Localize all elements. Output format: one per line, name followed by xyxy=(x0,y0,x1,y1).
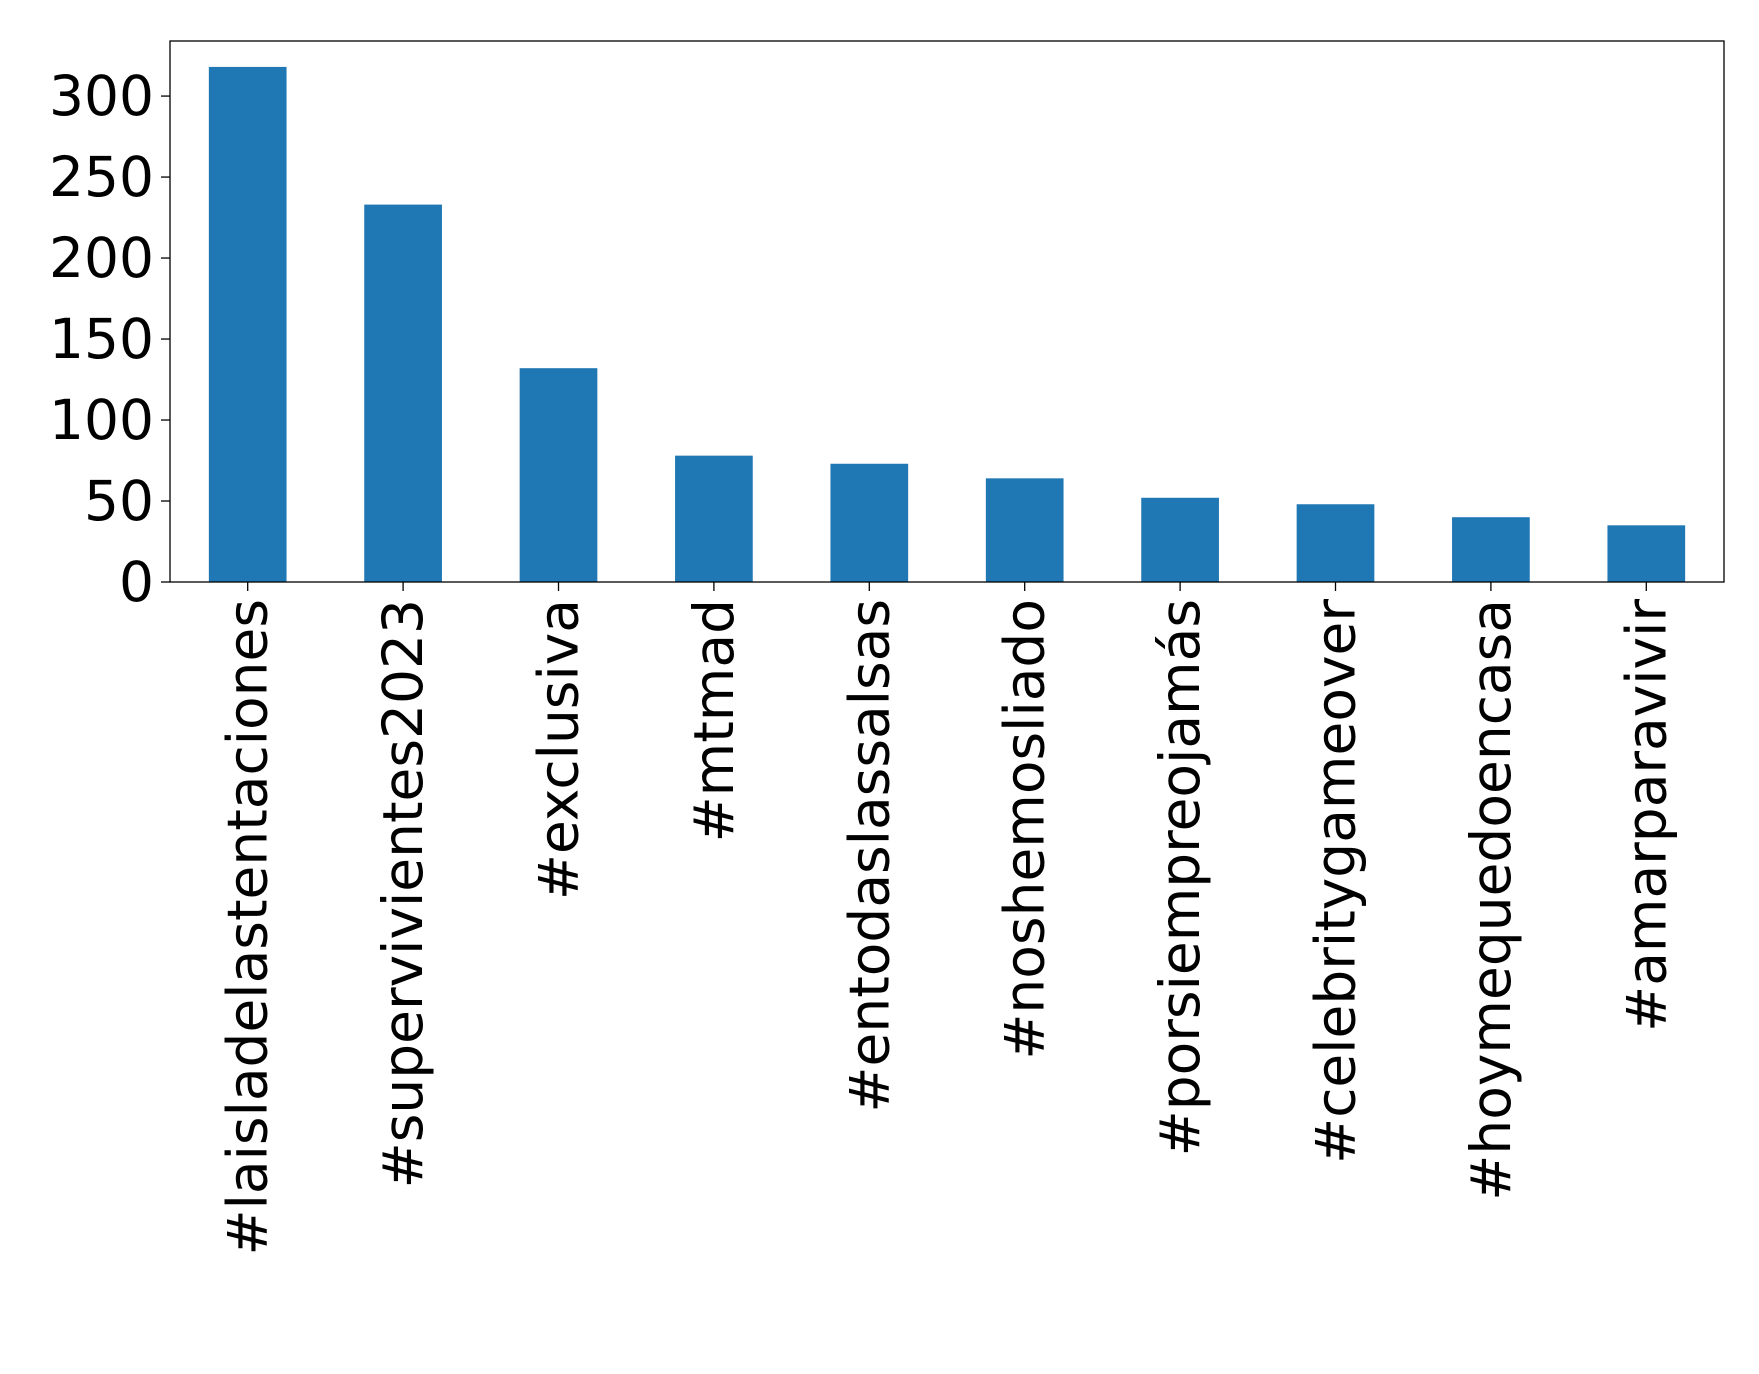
x-tick-label: #amarparavivir xyxy=(1614,599,1678,1032)
x-tick-label: #noshemosliado xyxy=(993,599,1057,1060)
x-tick-label: #laisladelastentaciones xyxy=(216,599,280,1255)
bar-4 xyxy=(675,455,753,582)
bar-8 xyxy=(1296,504,1375,582)
bar-9 xyxy=(1452,517,1530,582)
x-tick-label: #exclusiva xyxy=(527,599,591,900)
y-axis: 0 50 100 150 200 250 300 xyxy=(49,64,170,614)
y-tick-label: 200 xyxy=(49,226,154,290)
x-tick-label: #mtmad xyxy=(682,599,746,842)
y-tick-label: 0 xyxy=(119,550,154,614)
bar-6 xyxy=(985,478,1064,582)
bar-5 xyxy=(830,463,909,582)
bars-group xyxy=(208,66,1686,583)
bar-7 xyxy=(1141,497,1219,582)
x-tick-label: #hoymequedoencasa xyxy=(1459,599,1523,1201)
y-tick-label: 150 xyxy=(49,307,154,371)
y-tick-label: 250 xyxy=(49,145,154,209)
bar-1 xyxy=(208,66,287,583)
x-axis: #laisladelastentaciones #supervivientes20… xyxy=(216,582,1678,1255)
bar-3 xyxy=(519,368,598,582)
x-tick-label: #entodaslassalsas xyxy=(837,599,901,1113)
x-tick-label: #supervivientes2023 xyxy=(371,599,435,1188)
plot-frame xyxy=(169,40,1725,583)
x-tick-label: #celebritygameover xyxy=(1304,599,1368,1164)
bar-2 xyxy=(364,204,442,582)
y-tick-label: 300 xyxy=(49,64,154,128)
y-tick-label: 50 xyxy=(84,469,154,533)
x-tick-label: #porsiempreojamás xyxy=(1148,599,1212,1156)
y-tick-label: 100 xyxy=(49,388,154,452)
bar-10 xyxy=(1607,525,1686,582)
